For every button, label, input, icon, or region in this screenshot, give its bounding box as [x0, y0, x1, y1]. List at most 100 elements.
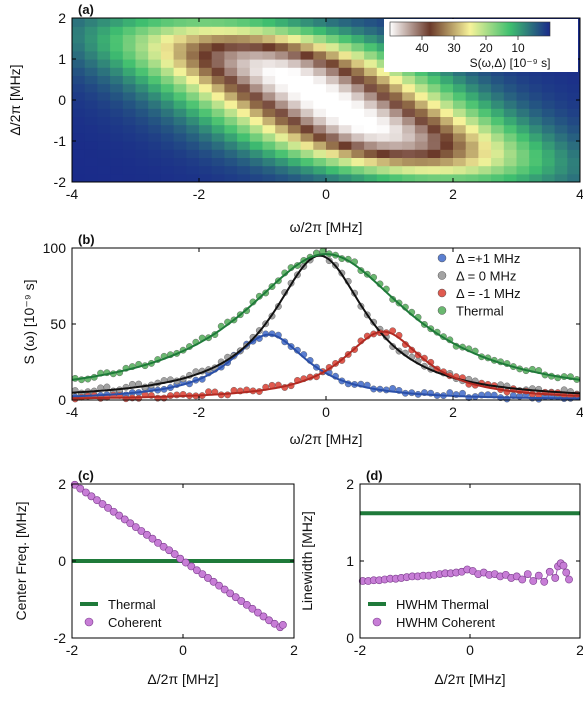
heatmap-cell — [440, 108, 454, 117]
heatmap-cell — [427, 173, 441, 182]
heatmap-cell — [465, 91, 479, 101]
heatmap-cell — [135, 157, 149, 167]
heatmap-cell — [135, 116, 149, 126]
heatmap-cell — [262, 157, 276, 167]
heatmap-cell — [414, 91, 429, 101]
heatmap-cell — [516, 75, 530, 85]
heatmap-cell — [224, 124, 238, 134]
data-point — [529, 577, 538, 585]
heatmap-cell — [376, 124, 391, 134]
data-point — [559, 561, 568, 570]
heatmap-cell — [199, 91, 213, 101]
heatmap-cell — [478, 141, 492, 150]
heatmap-cell — [148, 91, 162, 101]
heatmap-cell — [491, 132, 505, 142]
heatmap-cell — [516, 149, 530, 158]
heatmap-cell — [122, 67, 137, 76]
heatmap-cell — [389, 100, 403, 109]
heatmap-cell — [173, 18, 187, 27]
heatmap-cell — [313, 42, 327, 52]
heatmap-cell — [275, 59, 289, 68]
heatmap-cell — [135, 42, 149, 52]
heatmap-cell — [364, 157, 378, 167]
heatmap-cell — [541, 141, 556, 150]
panel-c: -2 0 2 -2 0 2 (c) Δ/2π [MHz] Center Freq. [MH… — [13, 468, 298, 687]
heatmap-cell — [491, 108, 505, 117]
heatmap-cell — [554, 141, 568, 150]
heatmap-cell — [465, 100, 479, 109]
heatmap-cell — [148, 100, 162, 109]
heatmap-cell — [453, 108, 467, 117]
heatmap-cell — [97, 124, 111, 134]
heatmap-cell — [173, 116, 187, 126]
heatmap-cell — [84, 83, 98, 93]
data-point — [198, 570, 207, 578]
heatmap-cell — [110, 165, 124, 175]
data-point — [192, 566, 201, 575]
heatmap-cell — [275, 26, 289, 35]
heatmap-cell — [211, 42, 225, 52]
heatmap-cell — [376, 165, 391, 175]
heatmap-cell — [402, 132, 416, 142]
heatmap-cell — [148, 108, 162, 117]
heatmap-cell — [72, 108, 86, 117]
heatmap-cell — [160, 165, 175, 175]
heatmap-cell — [160, 100, 175, 109]
panel-c-letter: (c) — [78, 468, 94, 483]
heatmap-cell — [148, 157, 162, 167]
colorbar-ticks: 40 30 20 10 — [415, 36, 525, 55]
heatmap-cell — [453, 124, 467, 134]
heatmap-cell — [97, 116, 111, 126]
heatmap-cell — [211, 132, 225, 142]
heatmap-cell — [453, 75, 467, 85]
heatmap-cell — [122, 83, 137, 93]
heatmap-cell — [275, 42, 289, 52]
heatmap-cell — [351, 132, 365, 142]
heatmap-cell — [224, 157, 238, 167]
heatmap-cell — [440, 141, 454, 150]
heatmap-cell — [567, 75, 580, 85]
heatmap-cell — [567, 165, 580, 175]
data-point — [534, 571, 543, 580]
heatmap-cell — [160, 83, 175, 93]
heatmap-cell — [491, 75, 505, 85]
heatmap-cell — [529, 141, 543, 150]
heatmap-cell — [465, 132, 479, 142]
data-point — [120, 515, 129, 524]
heatmap-cell — [453, 116, 467, 126]
heatmap-cell — [338, 42, 352, 52]
heatmap-cell — [427, 132, 441, 142]
heatmap-cell — [326, 132, 340, 142]
data-point — [204, 574, 212, 582]
heatmap-cell — [287, 173, 302, 182]
data-point — [148, 534, 157, 543]
heatmap-cell — [84, 67, 98, 76]
panel-d-letter: (d) — [366, 468, 383, 483]
heatmap-cell — [84, 116, 98, 126]
heatmap-cell — [364, 59, 378, 68]
heatmap-cell — [414, 132, 429, 142]
heatmap-cell — [338, 165, 352, 175]
heatmap-cell — [135, 18, 149, 27]
heatmap-cell — [186, 100, 200, 109]
data-point — [93, 496, 101, 505]
heatmap-cell — [160, 50, 175, 60]
legend-label: Δ = 0 MHz — [456, 269, 516, 284]
panel-b-ticks: -4 -2 0 2 4 0 50 100 — [43, 240, 583, 420]
heatmap-cell — [135, 67, 149, 76]
heatmap-cell — [554, 165, 568, 175]
heatmap-cell — [414, 173, 429, 182]
heatmap-cell — [186, 141, 200, 150]
heatmap-cell — [541, 149, 556, 158]
heatmap-cell — [287, 91, 302, 101]
heatmap-cell — [313, 100, 327, 109]
heatmap-cell — [84, 26, 98, 35]
heatmap-cell — [351, 91, 365, 101]
heatmap-cell — [554, 108, 568, 117]
heatmap-cell — [427, 83, 441, 93]
heatmap-cell — [249, 59, 264, 68]
heatmap-cell — [84, 149, 98, 158]
heatmap-cell — [453, 141, 467, 150]
heatmap-cell — [389, 141, 403, 150]
heatmap-cell — [237, 26, 251, 35]
